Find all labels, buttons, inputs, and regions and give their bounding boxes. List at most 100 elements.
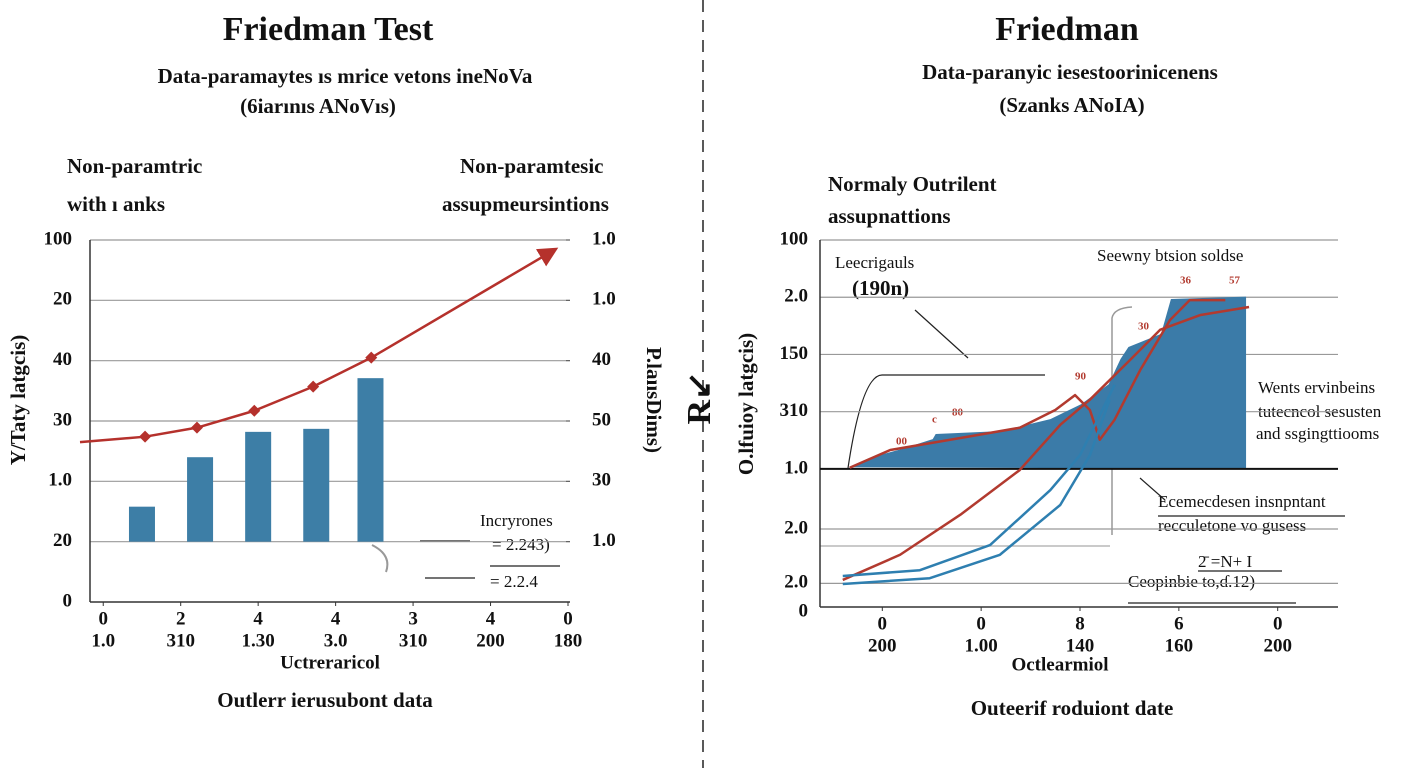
point-label: 90 <box>1075 371 1087 383</box>
x-tick-label: 310 <box>166 630 195 651</box>
caption: Outlerr ierusubont data <box>217 688 433 712</box>
line <box>849 298 1226 469</box>
y2-tick-label: 1.0 <box>592 530 616 551</box>
annotation: Ceopinbie to,ɗ.12) <box>1128 572 1255 591</box>
annotation-arrow <box>371 544 389 573</box>
y-tick-label: 20 <box>53 289 72 310</box>
y2-axis-label: P.laıısDims) <box>642 347 666 453</box>
y-tick-label: 20 <box>53 530 72 551</box>
annotation: Wents ervinbeins <box>1258 378 1375 397</box>
y-tick-label: 0 <box>799 600 809 621</box>
bar <box>303 428 330 542</box>
annotation: Incryrones <box>480 511 553 530</box>
annotation: 2̄ =N+ I <box>1198 552 1252 571</box>
y-tick-label: 150 <box>780 343 809 364</box>
line-marker <box>365 351 378 364</box>
line <box>842 399 1111 586</box>
annotation: (190n) <box>852 276 909 300</box>
caption: Outeerif roduiont date <box>971 696 1174 720</box>
y-tick-label: 310 <box>780 400 809 421</box>
bar <box>128 506 155 542</box>
x-tick-label: 4 <box>253 608 263 629</box>
y-tick-label: 2.0 <box>784 572 808 593</box>
x-tick-label: 310 <box>399 630 428 651</box>
x-tick-label: 3 <box>408 608 418 629</box>
point-label: 00 <box>896 436 908 448</box>
y-axis-label: Y/Taty latgcis) <box>6 335 30 465</box>
annotation: recculetone vo gusess <box>1158 516 1306 535</box>
x-tick-label: 200 <box>1263 635 1292 656</box>
annotation: assupnattions <box>828 204 951 228</box>
x-axis-label: Uctreraricol <box>280 652 380 673</box>
annotation: and ssgingttiooms <box>1256 424 1379 443</box>
title: Friedman <box>995 11 1139 48</box>
line <box>79 247 559 444</box>
y2-tick-label: 40 <box>592 349 611 370</box>
point-label: 36 <box>1180 275 1192 287</box>
line <box>842 305 1250 582</box>
x-tick-label: 0 <box>98 608 108 629</box>
x-tick-label: 1.0 <box>91 630 115 651</box>
line-marker <box>307 380 320 393</box>
annotation: Normaly Outrilent <box>828 172 997 196</box>
x-tick-label: 1.30 <box>242 630 275 651</box>
annotation: Seewny btsion soldse <box>1097 246 1243 265</box>
y2-tick-label: 30 <box>592 470 611 491</box>
x-tick-label: 0 <box>1273 613 1283 634</box>
subtitle: Data-paranyic iesestoorinicenens <box>922 60 1218 84</box>
line-marker <box>139 430 152 443</box>
annotation: Leecrigauls <box>835 253 914 272</box>
annotation: assupmeursintions <box>442 192 609 216</box>
y-tick-label: 40 <box>53 349 72 370</box>
bar <box>245 431 272 542</box>
annotation: Ecemecdesen insnpntant <box>1158 492 1326 511</box>
x-tick-label: 1.00 <box>965 635 998 656</box>
line <box>842 384 1116 578</box>
x-tick-label: 0 <box>563 608 573 629</box>
x-tick-label: 0 <box>878 613 888 634</box>
annotation: with ı anks <box>67 192 165 216</box>
point-label: 80 <box>952 407 964 419</box>
x-tick-label: 3.0 <box>324 630 348 651</box>
subtitle: (Szanks ANoIA) <box>999 93 1144 117</box>
area <box>848 296 1247 469</box>
callout-line <box>1111 306 1133 535</box>
callout-line <box>847 374 1045 469</box>
x-tick-label: 4 <box>331 608 341 629</box>
bar <box>187 457 214 542</box>
x-tick-label: 180 <box>554 630 583 651</box>
subtitle: (6iarınıs ANoVıs) <box>240 94 396 118</box>
x-tick-label: 2 <box>176 608 186 629</box>
x-tick-label: 4 <box>486 608 496 629</box>
y2-tick-label: 1.0 <box>592 289 616 310</box>
axis-symbol: R↙ <box>681 371 718 424</box>
x-tick-label: 140 <box>1066 635 1095 656</box>
x-tick-label: 0 <box>976 613 986 634</box>
x-tick-label: 200 <box>868 635 897 656</box>
x-tick-label: 6 <box>1174 613 1184 634</box>
annotation: Non-paramtric <box>67 154 202 178</box>
callout-line <box>1139 477 1166 501</box>
right-panel: Friedman Data-paranyic iesestoorinicenen… <box>681 11 1382 720</box>
line-marker <box>190 421 203 434</box>
y-tick-label: 30 <box>53 409 72 430</box>
y-tick-label: 100 <box>44 228 73 249</box>
annotation: = 2.2.4 <box>490 572 538 591</box>
y-axis-label: O.lfuioy latgcis) <box>734 333 758 475</box>
y-tick-label: 2.0 <box>784 286 808 307</box>
title: Friedman Test <box>223 11 434 48</box>
x-tick-label: 200 <box>476 630 505 651</box>
x-tick-label: 8 <box>1075 613 1085 634</box>
point-label: c <box>932 414 937 426</box>
annotation: Non-paramtesic <box>460 154 603 178</box>
y-tick-label: 100 <box>780 228 809 249</box>
y2-tick-label: 50 <box>592 409 611 430</box>
annotation: = 2.243) <box>492 535 550 554</box>
bar <box>357 378 384 542</box>
x-tick-label: 160 <box>1165 635 1194 656</box>
x-axis-label: Octlearmiol <box>1011 654 1108 675</box>
y2-tick-label: 1.0 <box>592 228 616 249</box>
callout-line <box>914 309 969 359</box>
